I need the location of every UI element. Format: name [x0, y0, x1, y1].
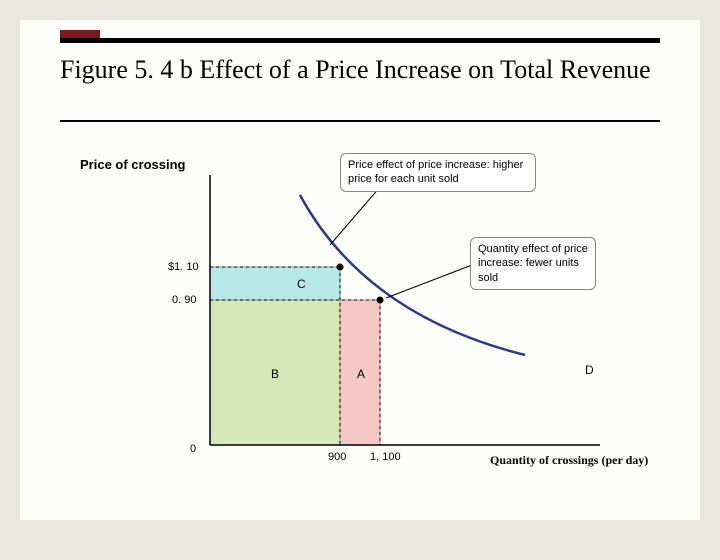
region-c-label: C [297, 277, 306, 291]
accent-bar [60, 30, 100, 38]
price-label-1: $1. 10 [168, 261, 199, 273]
origin-label: 0 [190, 443, 196, 455]
price-label-2: 0. 90 [172, 294, 196, 306]
top-rule [60, 38, 660, 43]
figure-title: Figure 5. 4 b Effect of a Price Increase… [60, 54, 660, 85]
region-d-label: D [585, 363, 594, 377]
callout-quantity-effect: Quantity effect of price increase: fewer… [470, 237, 596, 290]
slide: Figure 5. 4 b Effect of a Price Increase… [20, 20, 700, 520]
region-b-label: B [271, 367, 279, 381]
title-underline [60, 120, 660, 122]
chart-area: Price of crossing $1. 10 0. 90 0 900 1, … [80, 155, 670, 495]
y-axis-label: Price of crossing [80, 157, 185, 172]
quantity-label-2: 1, 100 [370, 451, 401, 463]
region-a-label: A [357, 367, 365, 381]
x-axis-label: Quantity of crossings (per day) [490, 453, 648, 468]
callout-price-effect: Price effect of price increase: higher p… [340, 153, 536, 192]
chart-svg [80, 155, 670, 495]
quantity-label-1: 900 [328, 451, 346, 463]
